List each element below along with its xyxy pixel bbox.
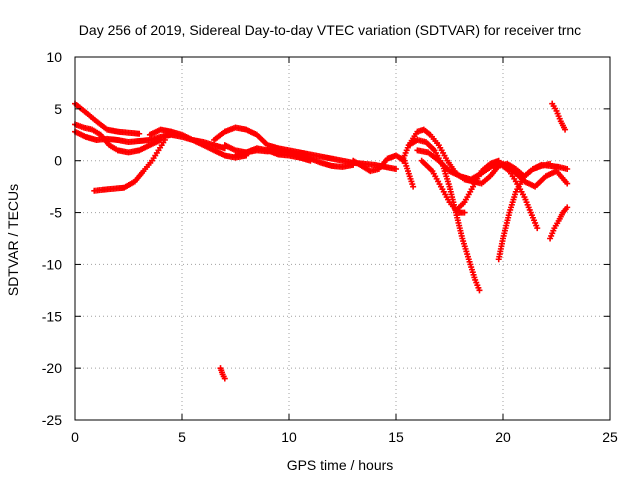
plot-frame — [74, 56, 611, 421]
y-tick-label: 10 — [46, 49, 62, 65]
x-tick-label: 0 — [71, 429, 79, 445]
data-points — [72, 100, 571, 382]
series-arc-i — [217, 365, 228, 382]
x-tick-label: 20 — [495, 429, 511, 445]
data-point — [461, 209, 468, 216]
data-point — [534, 225, 541, 232]
data-point — [547, 160, 554, 167]
y-tick-label: -5 — [50, 205, 63, 221]
series-arc-a — [72, 100, 143, 137]
x-tick-label: 25 — [602, 429, 618, 445]
data-point — [495, 157, 502, 164]
y-axis-label: SDTVAR / TECUs — [5, 184, 21, 296]
data-point — [564, 204, 571, 211]
y-tick-label: -20 — [42, 360, 62, 376]
grid — [75, 57, 610, 420]
y-tick-label: 0 — [54, 153, 62, 169]
data-point — [564, 180, 571, 187]
axis-ticks: 0 5 10 15 20 25 -25 -20 -15 -10 -5 0 5 10 — [42, 49, 618, 445]
series-arc-s — [549, 100, 569, 133]
series-arc-r — [547, 204, 571, 242]
y-tick-label: -10 — [42, 256, 62, 272]
data-point — [161, 136, 168, 143]
series-arc-d — [91, 136, 168, 194]
data-point — [564, 166, 571, 173]
series-arc-h — [221, 142, 314, 164]
x-tick-label: 15 — [388, 429, 404, 445]
data-point — [476, 287, 483, 294]
series-arc-o — [452, 157, 502, 214]
series-arc-c — [72, 121, 164, 156]
x-axis-label: GPS time / hours — [287, 457, 394, 473]
data-point — [307, 157, 314, 164]
series-arc-j — [350, 152, 417, 190]
data-point — [136, 130, 143, 137]
data-point — [393, 166, 399, 173]
y-tick-label: -25 — [42, 412, 62, 428]
x-tick-label: 10 — [281, 429, 297, 445]
data-point — [562, 126, 569, 133]
chart-title: Day 256 of 2019, Sidereal Day-to-day VTE… — [79, 22, 581, 38]
data-point — [410, 183, 417, 190]
series-arc-q — [500, 162, 541, 232]
y-tick-label: -15 — [42, 308, 62, 324]
data-point — [221, 375, 228, 382]
y-tick-label: 5 — [54, 101, 62, 117]
x-tick-label: 5 — [178, 429, 186, 445]
